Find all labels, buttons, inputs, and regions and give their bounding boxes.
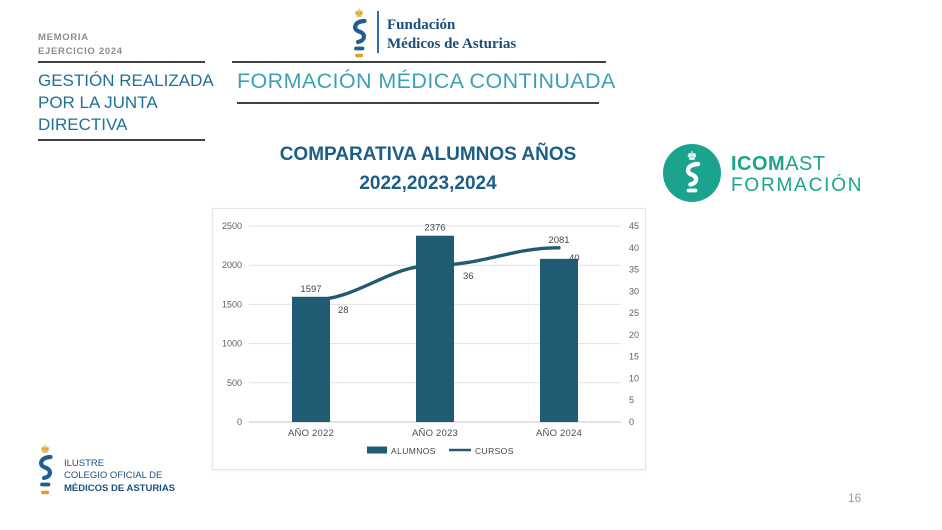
bar-label: 1597	[300, 284, 321, 295]
right-axis-tick: 25	[629, 308, 639, 318]
divider-line	[38, 61, 205, 63]
icomast-circle-icon: ♚	[663, 144, 721, 202]
icomast-logo: ♚ ICOMAST FORMACIÓN	[662, 143, 863, 203]
crown-icon: ♚	[40, 443, 50, 456]
category-label: AÑO 2022	[288, 428, 334, 439]
serpent-icon	[353, 18, 367, 45]
right-axis-tick: 35	[629, 265, 639, 275]
icomast-name: ICOMAST	[731, 153, 863, 175]
left-axis-tick: 2000	[222, 260, 242, 270]
left-section-title: GESTIÓN REALIZADA POR LA JUNTA DIRECTIVA	[38, 71, 213, 135]
college-name-line2: COLEGIO OFICIAL DE	[64, 470, 163, 482]
college-name: ILUSTRE COLEGIO OFICIAL DE MÉDICOS DE AS…	[64, 458, 175, 495]
logo-divider	[377, 11, 379, 53]
chart-title-line1: COMPARATIVA ALUMNOS AÑOS	[279, 144, 577, 165]
icomast-name-rest: AST	[785, 153, 826, 175]
left-axis-tick: 500	[227, 378, 242, 388]
divider-line	[38, 139, 205, 141]
foundation-name-line1: Fundación	[387, 17, 456, 33]
left-axis-tick: 2500	[222, 221, 242, 231]
chart-container: 0 500 1000 1500 2000 2500 0 5 10 15 20 25 30 35 40 45 15…	[212, 208, 646, 470]
memoria-eyebrow: MEMORIA EJERCICIO 2024	[38, 31, 123, 60]
icomast-formacion: FORMACIÓN	[731, 175, 864, 196]
chart-svg: 0 500 1000 1500 2000 2500 0 5 10 15 20 25 30 35 40 45 15…	[222, 221, 639, 456]
left-axis-tick: 1000	[222, 339, 242, 349]
bar-label: 2081	[548, 235, 569, 246]
category-label: AÑO 2023	[412, 428, 458, 439]
legend-bar-swatch	[367, 446, 387, 454]
foundation-name-line2: Médicos de Asturias	[387, 35, 517, 52]
foundation-logo: ♚ Fundación Médicos de Asturias	[347, 7, 516, 59]
cursos-line	[309, 246, 561, 302]
college-logo: ♚ ILUSTRE COLEGIO OFICIAL DE MÉDICOS DE …	[34, 443, 175, 497]
serpent-icon	[39, 454, 53, 481]
category-label: AÑO 2024	[536, 428, 582, 439]
caduceus-icon: ♚	[39, 443, 53, 495]
section-title: FORMACIÓN MÉDICA CONTINUADA	[237, 69, 616, 93]
memoria-line1: MEMORIA	[38, 32, 89, 43]
memoria-line2: EJERCICIO 2024	[38, 46, 123, 58]
left-axis-tick: 1500	[222, 299, 242, 309]
divider-line	[232, 61, 606, 63]
line-label: 40	[569, 253, 580, 264]
line-label: 36	[463, 271, 474, 282]
right-axis-tick: 40	[629, 243, 639, 253]
left-axis-tick: 0	[237, 417, 242, 427]
right-axis-tick: 5	[629, 395, 634, 405]
page-number: 16	[848, 491, 862, 505]
serpent-icon	[685, 161, 701, 187]
college-name-line3: MÉDICOS DE ASTURIAS	[64, 482, 176, 494]
crown-icon: ♚	[354, 7, 364, 20]
icomast-wordmark: ICOMAST FORMACIÓN	[731, 153, 863, 197]
chart-title-line2: 2022,2023,2024	[359, 172, 497, 194]
crown-icon: ♚	[687, 149, 698, 163]
right-axis-tick: 20	[629, 330, 639, 340]
line-label: 28	[338, 305, 349, 316]
bar-AÑO 2024	[540, 258, 578, 422]
chart-title: COMPARATIVA ALUMNOS AÑOS 2022,2023,2024	[212, 141, 644, 199]
right-axis-tick: 10	[629, 373, 639, 383]
bar-label: 2376	[424, 223, 445, 234]
right-axis-tick: 45	[629, 221, 639, 231]
legend-label-alumnos: ALUMNOS	[391, 446, 436, 456]
divider-line	[237, 102, 599, 104]
caduceus-icon: ♚	[353, 7, 367, 58]
right-axis-tick: 30	[629, 286, 639, 296]
bar-AÑO 2022	[292, 296, 330, 422]
foundation-name: Fundación Médicos de Asturias	[387, 16, 516, 54]
icomast-name-bold: ICOM	[731, 153, 786, 175]
college-name-line1: ILUSTRE	[64, 458, 105, 469]
right-axis-tick: 0	[629, 417, 634, 427]
legend-label-cursos: CURSOS	[475, 446, 514, 456]
right-axis-tick: 15	[629, 352, 639, 362]
